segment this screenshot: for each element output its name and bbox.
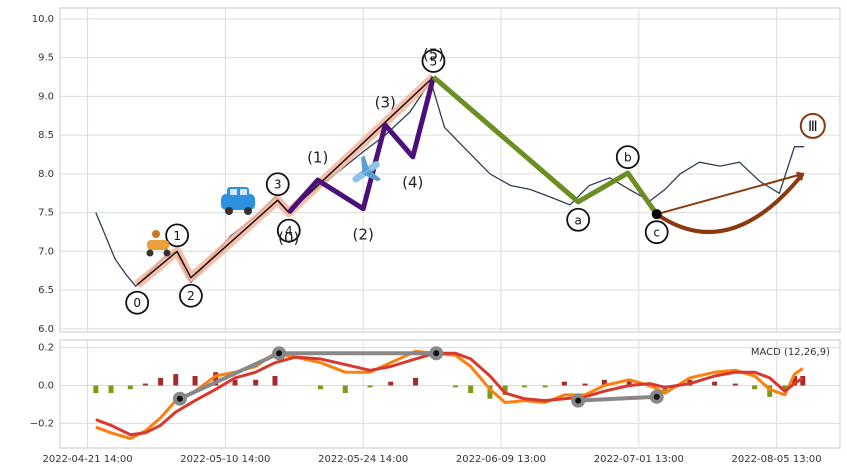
y-tick-label: −0.2 (30, 418, 54, 429)
wave-label: 0 (133, 296, 141, 310)
wave-line (656, 171, 805, 216)
histogram-bar (213, 372, 219, 386)
histogram-bar (792, 376, 798, 386)
histogram-bar (253, 379, 259, 386)
y-tick-label: 7.5 (38, 208, 54, 219)
divergence-dot (176, 395, 183, 402)
wave-label-ring (566, 207, 591, 232)
divergence-dot (653, 393, 660, 400)
y-tick-label: 10.0 (32, 14, 54, 25)
histogram-bar (561, 381, 567, 386)
wave-label-ring (265, 172, 290, 197)
histogram-bar (542, 385, 548, 388)
x-tick-label: 2022-07-01 13:00 (594, 454, 684, 465)
x-tick-label: 2022-08-05 13:00 (732, 454, 822, 465)
histogram-bar (582, 383, 588, 386)
histogram-bar (521, 385, 527, 388)
histogram-bar (732, 383, 738, 386)
histogram-bar (93, 385, 99, 394)
histogram-bar (487, 385, 493, 399)
x-tick-label: 2022-06-09 13:00 (456, 454, 546, 465)
y-tick-label: 7.0 (38, 246, 54, 257)
wave-label: (3) (375, 94, 396, 112)
wave-label-ring (165, 223, 190, 248)
price-panel (59, 7, 841, 333)
wave-label: Ⅲ (808, 119, 818, 135)
divergence-line (578, 394, 657, 403)
divergence-dot (433, 350, 440, 357)
wave-label-ring (125, 290, 150, 315)
wave-label: 1 (173, 229, 181, 243)
y-tick-label: 0.0 (38, 380, 54, 391)
histogram-bar (342, 385, 348, 394)
x-tick-label: 2022-04-21 14:00 (42, 454, 132, 465)
histogram-bar (158, 377, 164, 386)
histogram-bar (388, 381, 394, 386)
histogram-bar (626, 379, 632, 386)
curved-arrow (655, 172, 805, 234)
histogram-bar (317, 385, 323, 390)
y-tick-label: 8.5 (38, 130, 54, 141)
plane-icon (352, 155, 381, 183)
wave-point (651, 209, 662, 220)
x-tick-label: 2022-05-24 14:00 (318, 454, 408, 465)
histogram-bar (752, 385, 758, 390)
wave-label-ring (799, 112, 826, 139)
histogram-bar (782, 385, 788, 390)
wave-line (136, 76, 435, 286)
wave-label-ring (644, 220, 669, 245)
histogram-bar (192, 376, 198, 386)
wave-label: (1) (307, 149, 328, 167)
histogram-bar (601, 379, 607, 386)
wave-label: a (574, 213, 581, 227)
histogram-bar (108, 385, 114, 394)
histogram-bar (142, 383, 148, 386)
wave-label-ring (615, 145, 640, 170)
histogram-bar (502, 385, 508, 395)
y-tick-label: 6.0 (38, 324, 54, 335)
histogram-bar (173, 374, 179, 386)
grid: 6.06.57.07.58.08.59.09.510.0−0.20.00.220… (30, 8, 840, 465)
macd-legend: MACD (12,26,9) (751, 347, 830, 358)
histogram-bar (767, 385, 773, 397)
histogram-bar (468, 385, 474, 394)
y-tick-label: 8.0 (38, 169, 54, 180)
histogram-bar (232, 379, 238, 386)
wave-label: (4) (402, 173, 423, 191)
wave-label: 5 (430, 54, 438, 68)
y-tick-label: 0.2 (38, 343, 54, 354)
histogram-bar (800, 376, 806, 386)
wave-label: (0) (278, 229, 299, 247)
wave-label: 4 (285, 224, 293, 238)
wave-line (431, 75, 659, 216)
y-tick-label: 6.5 (38, 285, 54, 296)
wave-label: c (653, 226, 660, 240)
macd-line (95, 351, 804, 437)
wave-label: 2 (187, 289, 195, 303)
histogram-bar (127, 385, 133, 390)
wave-label: 3 (274, 178, 282, 192)
histogram-bar (413, 377, 419, 386)
wave-label: b (624, 151, 632, 165)
histogram-bar (712, 381, 718, 386)
wave-label: (2) (353, 225, 374, 243)
divergence-dot (575, 397, 582, 404)
histogram-bar (367, 385, 373, 388)
wave-label: (5) (423, 45, 444, 63)
divergence-dot (276, 350, 283, 357)
x-tick-label: 2022-05-10 14:00 (180, 454, 270, 465)
y-tick-label: 9.5 (38, 53, 54, 64)
histogram-bar (272, 376, 278, 386)
histogram-bar (453, 385, 459, 388)
wave-label-ring (421, 49, 446, 73)
wave-label-ring (179, 283, 203, 308)
marks: 0 1 2 3 4 5 (0) (1) (2) (3) (4) (5) a b c Ⅲ (93, 45, 826, 440)
car-icon (221, 187, 255, 215)
scooter-icon (146, 230, 171, 257)
wave-label-ring (276, 218, 301, 243)
y-tick-label: 9.0 (38, 91, 54, 102)
